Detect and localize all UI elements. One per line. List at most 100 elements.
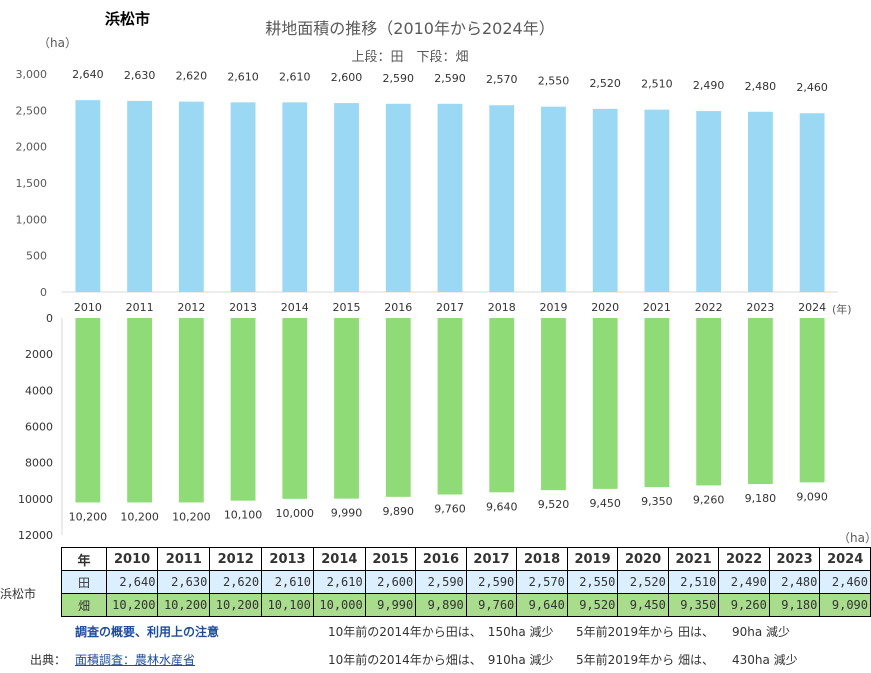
table-cell-hata: 9,260 <box>719 594 770 617</box>
ta-y-tick-label: 1,000 <box>16 213 48 226</box>
table-year-cell: 2011 <box>158 548 210 571</box>
table-year-cell: 2018 <box>517 548 568 571</box>
x-tick-label: 2014 <box>281 301 309 314</box>
hata-bar <box>386 318 411 497</box>
table-year-header: 年 <box>62 548 106 571</box>
x-tick-label: 2023 <box>746 301 774 314</box>
hata-value-label: 9,520 <box>538 498 570 511</box>
source-link[interactable]: 面積調査：農林水産省 <box>75 651 195 668</box>
table-cell-hata: 9,090 <box>820 594 871 617</box>
hata-y-tick-label: 2000 <box>25 348 53 361</box>
hata-bar <box>282 318 307 499</box>
hata-bar <box>334 318 359 499</box>
hata-5yr-change: 5年前2019年から 畑は、 430ha 減少 <box>576 651 798 668</box>
ta-bar <box>334 103 359 292</box>
x-tick-label: 2022 <box>695 301 723 314</box>
x-tick-label: 2020 <box>591 301 619 314</box>
hata-value-label: 10,200 <box>172 510 211 523</box>
table-cell-hata: 9,760 <box>466 594 517 617</box>
hata-value-label: 9,090 <box>796 490 828 503</box>
x-tick-label: 2011 <box>126 301 154 314</box>
ta-bar <box>489 105 514 292</box>
table-year-cell: 2012 <box>210 548 262 571</box>
ta-y-tick-label: 3,000 <box>16 68 48 81</box>
table-year-cell: 2024 <box>820 548 871 571</box>
hata-value-label: 10,100 <box>224 509 263 522</box>
table-cell-hata: 10,000 <box>313 594 365 617</box>
hata-value-label: 10,200 <box>120 510 159 523</box>
ta-value-label: 2,590 <box>383 72 415 85</box>
ta-value-label: 2,520 <box>589 77 621 90</box>
table-year-cell: 2016 <box>416 548 467 571</box>
table-year-cell: 2020 <box>618 548 669 571</box>
table-cell-ta: 2,480 <box>769 571 820 594</box>
source-label: 出典： <box>30 651 66 668</box>
ta-value-label: 2,570 <box>486 73 518 86</box>
table-cell-hata: 10,200 <box>210 594 262 617</box>
ta-y-tick-label: 1,500 <box>16 177 48 190</box>
table-cell-ta: 2,620 <box>210 571 262 594</box>
ta-y-tick-label: 0 <box>40 286 47 299</box>
table-row-label-hata: 畑 <box>62 594 106 617</box>
table-year-cell: 2023 <box>769 548 820 571</box>
hata-y-tick-label: 10000 <box>18 493 53 506</box>
ta-bar <box>645 110 670 292</box>
ta-value-label: 2,610 <box>279 70 311 83</box>
x-tick-label: 2018 <box>488 301 516 314</box>
table-cell-hata: 9,450 <box>618 594 669 617</box>
table-year-cell: 2015 <box>365 548 416 571</box>
hata-y-tick-label: 6000 <box>25 421 53 434</box>
x-tick-label: 2019 <box>539 301 567 314</box>
hata-bar <box>231 318 256 501</box>
table-year-cell: 2021 <box>668 548 719 571</box>
hata-y-tick-label: 12000 <box>18 529 53 542</box>
ta-bar <box>179 102 204 292</box>
table-cell-ta: 2,490 <box>719 571 770 594</box>
ta-value-label: 2,460 <box>796 81 828 94</box>
x-tick-label: 2015 <box>333 301 361 314</box>
ta-value-label: 2,590 <box>434 72 466 85</box>
hata-bar <box>75 318 100 502</box>
table-cell-hata: 9,890 <box>416 594 467 617</box>
ta-bar <box>438 104 463 292</box>
ta-value-label: 2,630 <box>124 69 156 82</box>
ta-value-label: 2,490 <box>693 79 725 92</box>
table-row-hata: 畑 10,200 10,200 10,200 10,100 10,000 9,990 9,8… <box>0 594 871 617</box>
table-cell-ta: 2,630 <box>158 571 210 594</box>
ta-value-label: 2,550 <box>538 75 570 88</box>
hata-value-label: 9,990 <box>331 507 363 520</box>
ta-10yr-change: 10年前の2014年から田は、 150ha 減少 <box>328 623 554 640</box>
table-year-cell: 2022 <box>719 548 770 571</box>
hata-value-label: 10,000 <box>276 507 315 520</box>
ta-bar <box>75 100 100 292</box>
table-row-ta: 浜松市 田 2,640 2,630 2,620 2,610 2,610 2,600 2,59… <box>0 571 871 594</box>
ta-value-label: 2,610 <box>227 70 259 83</box>
table-cell-hata: 9,350 <box>668 594 719 617</box>
table-cell-hata: 10,100 <box>262 594 314 617</box>
ta-bar <box>541 107 566 292</box>
ta-bar <box>386 104 411 292</box>
table-cell-ta: 2,590 <box>416 571 467 594</box>
hata-bar <box>438 318 463 494</box>
hata-value-label: 9,260 <box>693 493 725 506</box>
ta-bar <box>748 112 773 292</box>
ta-chart: 05001,0001,5002,0002,5003,000 2,64020102,… <box>16 68 839 314</box>
table-cell-ta: 2,640 <box>106 571 158 594</box>
table-year-cell: 2013 <box>262 548 314 571</box>
hata-bar <box>748 318 773 484</box>
x-tick-label: 2021 <box>643 301 671 314</box>
table-city-label: 浜松市 <box>0 571 62 617</box>
x-tick-label: 2016 <box>384 301 412 314</box>
chart-area: 05001,0001,5002,0002,5003,000 2,64020102,… <box>0 0 871 545</box>
hata-value-label: 9,450 <box>589 497 621 510</box>
table-cell-hata: 9,520 <box>567 594 618 617</box>
ta-5yr-change: 5年前2019年から 田は、 90ha 減少 <box>576 623 790 640</box>
x-tick-label: 2012 <box>177 301 205 314</box>
ta-value-label: 2,600 <box>331 71 363 84</box>
ta-y-tick-label: 500 <box>26 250 47 263</box>
table-cell-hata: 9,640 <box>517 594 568 617</box>
survey-notes-link[interactable]: 調査の概要、利用上の注意 <box>75 623 219 640</box>
ta-bar <box>593 109 618 292</box>
hata-y-tick-label: 4000 <box>25 384 53 397</box>
table-cell-ta: 2,570 <box>517 571 568 594</box>
